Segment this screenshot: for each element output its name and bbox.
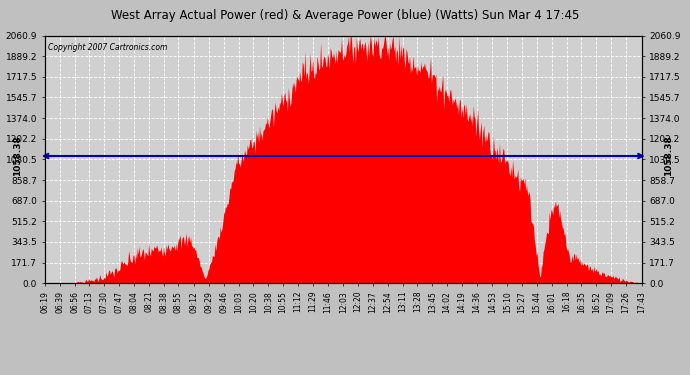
Text: Copyright 2007 Cartronics.com: Copyright 2007 Cartronics.com [48, 43, 167, 52]
Text: 1058.38: 1058.38 [664, 136, 673, 176]
Text: West Array Actual Power (red) & Average Power (blue) (Watts) Sun Mar 4 17:45: West Array Actual Power (red) & Average … [111, 9, 579, 22]
Text: 1058.38: 1058.38 [14, 136, 23, 176]
